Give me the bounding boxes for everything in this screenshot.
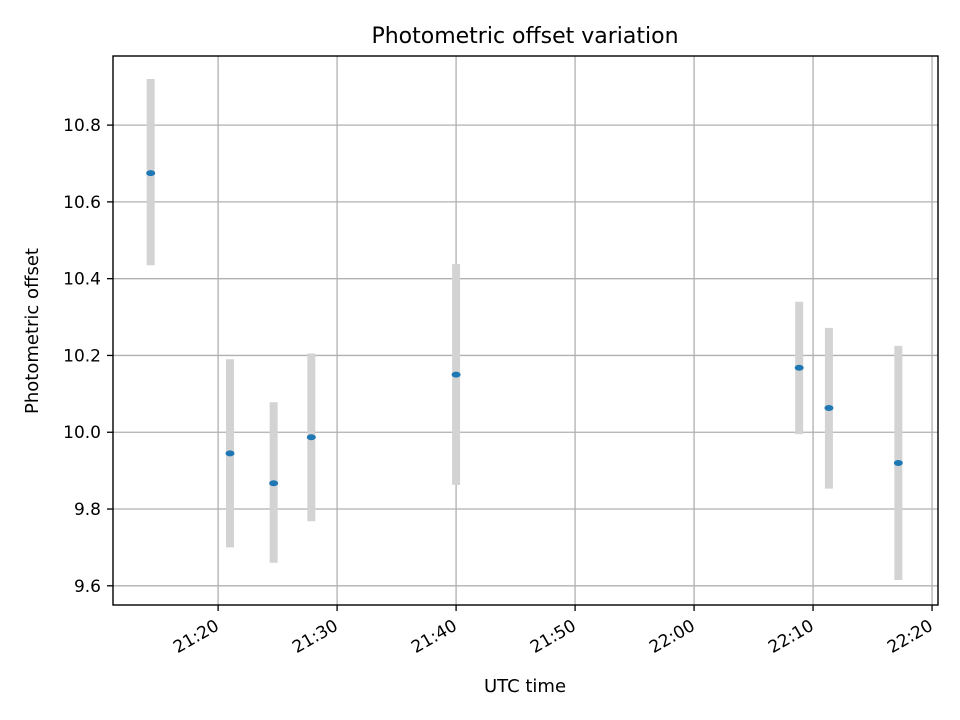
y-tick-label: 10.8 [63, 116, 101, 136]
y-axis-ticks: 9.6 9.8 10.0 10.2 10.4 10.6 10.8 [63, 116, 113, 597]
data-point [225, 450, 235, 457]
data-points [146, 170, 903, 487]
y-tick-label: 10.2 [63, 346, 101, 366]
x-axis-label: UTC time [484, 676, 566, 697]
plot-frame [112, 55, 939, 606]
data-point [306, 434, 316, 441]
y-tick-label: 9.8 [74, 500, 101, 520]
y-tick-label: 9.6 [74, 577, 101, 597]
chart-title: Photometric offset variation [371, 24, 678, 49]
data-point [824, 405, 834, 412]
data-point [794, 364, 804, 371]
y-tick-label: 10.0 [63, 423, 101, 443]
data-point [146, 170, 156, 177]
data-point [893, 459, 903, 466]
data-point [451, 371, 461, 378]
grid [113, 56, 938, 605]
y-tick-label: 10.6 [63, 193, 101, 213]
y-axis-label: Photometric offset [22, 248, 43, 414]
y-tick-label: 10.4 [63, 270, 101, 290]
data-point [269, 480, 279, 487]
